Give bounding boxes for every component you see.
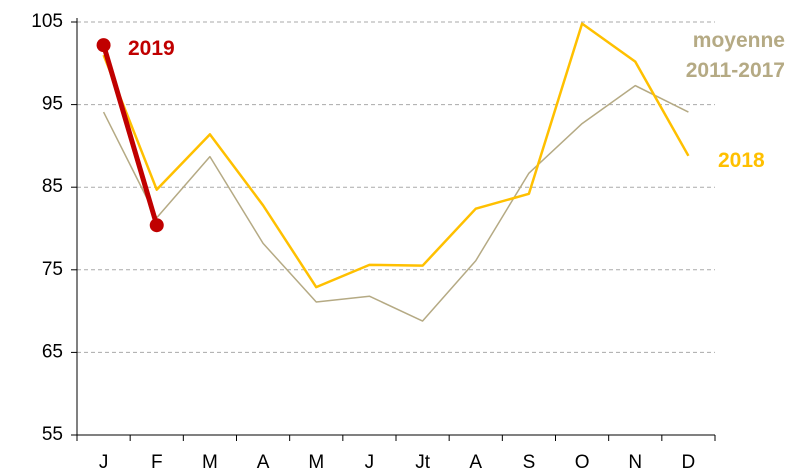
line-series	[101, 44, 160, 226]
x-tick-label: D	[682, 452, 696, 473]
x-tick-label: S	[523, 452, 536, 473]
x-tick-label: J	[365, 452, 375, 473]
y-tick-label: 85	[42, 176, 63, 197]
y-tick-label: 65	[42, 341, 63, 362]
x-tick-label: F	[151, 452, 163, 473]
x-tick-label: M	[202, 452, 218, 473]
x-tick-label: A	[257, 452, 270, 473]
line-series	[102, 22, 690, 289]
x-tick-label: O	[575, 452, 590, 473]
point	[96, 38, 111, 53]
x-tick-label: J	[99, 452, 109, 473]
y-tick-label: 75	[42, 259, 63, 280]
series-label: 2019	[128, 37, 175, 60]
x-tick-label: A	[469, 452, 482, 473]
y-tick-label: 55	[42, 424, 63, 445]
series-label: moyenne 2011-2017	[685, 29, 785, 82]
y-tick-label: 95	[42, 94, 63, 115]
x-tick-label: Jt	[415, 452, 431, 473]
point	[149, 218, 164, 233]
series-label: 2018	[718, 149, 765, 172]
x-tick-label: M	[308, 452, 324, 473]
y-tick-label: 105	[31, 11, 63, 32]
line-series	[102, 84, 689, 322]
x-tick-label: N	[628, 452, 642, 473]
